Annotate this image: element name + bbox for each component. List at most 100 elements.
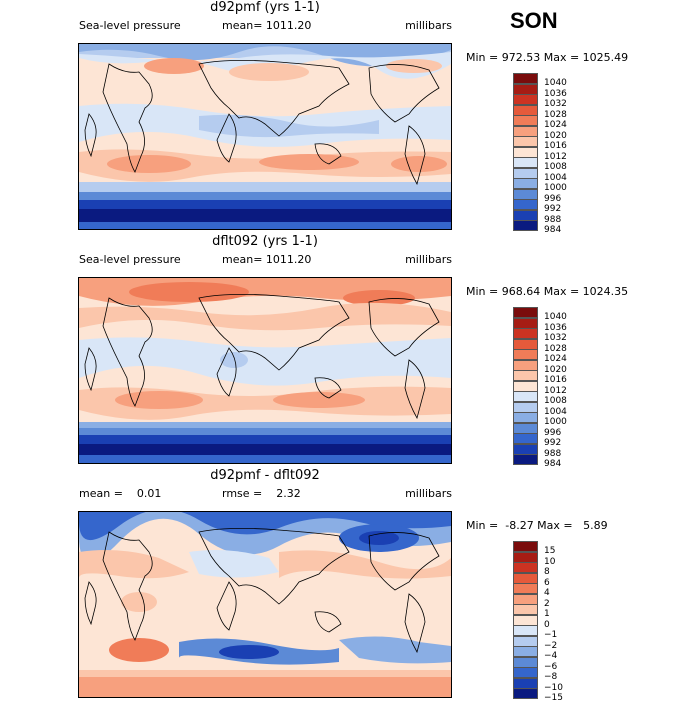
scale-label: 1012 — [544, 151, 567, 162]
color-swatch — [513, 572, 538, 584]
color-swatch — [513, 562, 538, 573]
panel-title: d92pmf - dflt092 — [210, 468, 320, 483]
color-swatch — [513, 635, 538, 647]
panel-difference: d92pmf - dflt092 mean = 0.01 rmse = 2.32… — [0, 468, 700, 703]
color-swatch — [513, 338, 538, 350]
min-max-label: Min = -8.27 Max = 5.89 — [466, 519, 608, 532]
color-swatch — [513, 73, 538, 84]
panel-dflt092: dflt092 (yrs 1-1) Sea-level pressure mea… — [0, 234, 700, 469]
mean-label: mean = 0.01 — [79, 487, 162, 500]
scale-label: 996 — [544, 193, 562, 204]
color-swatch — [513, 370, 538, 381]
scale-label: 1020 — [544, 130, 567, 141]
mean-label: mean= 1011.20 — [222, 19, 312, 32]
color-swatch — [513, 167, 538, 179]
color-swatch — [513, 604, 538, 615]
scale-label: −4 — [544, 651, 558, 661]
color-swatch — [513, 412, 538, 423]
rmse-label: rmse = 2.32 — [222, 487, 301, 500]
color-swatch — [513, 104, 538, 116]
scale-label: 996 — [544, 427, 562, 438]
color-swatch — [513, 614, 538, 626]
color-swatch — [513, 328, 538, 339]
scale-label: 15 — [544, 546, 556, 556]
season-label: SON — [510, 8, 558, 33]
variable-label: Sea-level pressure — [79, 253, 181, 266]
scale-label: 1008 — [544, 162, 567, 172]
color-swatch — [513, 541, 538, 552]
scale-label: 4 — [544, 588, 550, 598]
scale-label: 1040 — [544, 78, 567, 88]
color-swatch — [513, 178, 538, 189]
scale-label: 1020 — [544, 364, 567, 375]
scale-label: 984 — [544, 225, 562, 235]
panel-d92pmf: d92pmf (yrs 1-1) Sea-level pressure mean… — [0, 0, 700, 235]
scale-label: 1032 — [544, 333, 567, 343]
color-swatch — [513, 583, 538, 594]
color-swatch — [513, 667, 538, 678]
color-swatch — [513, 593, 538, 605]
color-swatch — [513, 307, 538, 318]
units-label: millibars — [405, 19, 452, 32]
map-plot-dflt092 — [78, 277, 452, 464]
scale-label: 1000 — [544, 183, 567, 193]
color-swatch — [513, 677, 538, 689]
map-image — [79, 44, 451, 229]
color-swatch — [513, 646, 538, 657]
scale-label: 10 — [544, 556, 556, 567]
units-label: millibars — [405, 487, 452, 500]
color-swatch — [513, 146, 538, 158]
color-swatch — [513, 656, 538, 668]
color-swatch — [513, 220, 538, 231]
color-swatch — [513, 94, 538, 105]
color-swatch — [513, 422, 538, 434]
color-swatch — [513, 188, 538, 200]
scale-label: 1032 — [544, 99, 567, 109]
color-swatch — [513, 209, 538, 221]
color-swatch — [513, 551, 538, 563]
panel-title: dflt092 (yrs 1-1) — [212, 234, 318, 249]
scale-label: −1 — [544, 630, 558, 640]
scale-label: 1 — [544, 609, 550, 619]
scale-label: −8 — [544, 672, 558, 682]
mean-label: mean= 1011.20 — [222, 253, 312, 266]
color-swatch — [513, 157, 538, 168]
color-swatch — [513, 688, 538, 699]
color-swatch — [513, 391, 538, 402]
scale-label: 1004 — [544, 406, 567, 417]
map-image — [79, 509, 451, 697]
panel-title: d92pmf (yrs 1-1) — [210, 0, 320, 15]
scale-label: 992 — [544, 438, 562, 448]
scale-label: 1040 — [544, 312, 567, 322]
scale-label: 1024 — [544, 354, 567, 364]
scale-label: 0 — [544, 619, 550, 630]
scale-label: 992 — [544, 204, 562, 214]
variable-label: Sea-level pressure — [79, 19, 181, 32]
scale-label: −15 — [544, 693, 563, 703]
scale-label: 1024 — [544, 120, 567, 130]
map-plot-d92pmf — [78, 43, 452, 230]
scale-label: 1036 — [544, 322, 567, 333]
color-swatch — [513, 380, 538, 392]
min-max-label: Min = 972.53 Max = 1025.49 — [466, 51, 629, 64]
map-image — [79, 278, 451, 463]
scale-label: −2 — [544, 640, 558, 651]
color-swatch — [513, 359, 538, 371]
scale-label: 1012 — [544, 385, 567, 396]
scale-label: −6 — [544, 661, 558, 672]
scale-label: 8 — [544, 567, 550, 577]
scale-label: 1016 — [544, 375, 567, 385]
scale-label: 1028 — [544, 343, 567, 354]
map-plot-difference — [78, 509, 452, 698]
scale-label: 984 — [544, 459, 562, 469]
scale-label: 1008 — [544, 396, 567, 406]
color-swatch — [513, 454, 538, 465]
color-swatch — [513, 83, 538, 95]
scale-label: 1016 — [544, 141, 567, 151]
color-swatch — [513, 349, 538, 360]
color-swatch — [513, 443, 538, 455]
units-label: millibars — [405, 253, 452, 266]
color-swatch — [513, 317, 538, 329]
scale-label: 988 — [544, 214, 562, 225]
color-swatch — [513, 115, 538, 126]
